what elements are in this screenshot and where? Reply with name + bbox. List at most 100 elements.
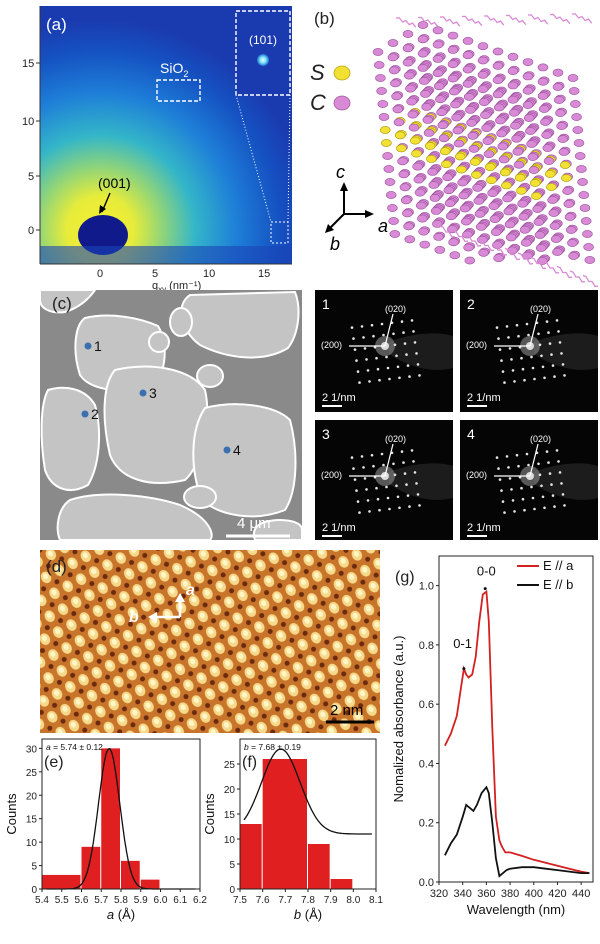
diffraction-spot: [507, 336, 510, 339]
carbon-atom: [483, 150, 495, 158]
diffraction-spot: [376, 497, 380, 501]
diffraction-spot: [385, 485, 388, 489]
carbon-atom: [449, 251, 461, 260]
crystal-domain-2: [40, 386, 101, 491]
carbon-atom: [417, 21, 429, 29]
carbon-atom: [489, 215, 501, 223]
diffraction-spot: [498, 478, 502, 481]
carbon-atom: [565, 226, 577, 234]
carbon-atom: [403, 71, 415, 80]
diffraction-spot: [531, 366, 535, 370]
diffraction-spot: [350, 326, 354, 329]
diffraction-spot: [520, 486, 523, 490]
carbon-atom: [430, 206, 442, 215]
xaxis-label: a (Å): [107, 907, 135, 922]
tem-point-4: [223, 446, 231, 454]
sulfur-atom: [381, 139, 392, 147]
carbon-atom: [443, 186, 455, 195]
diffraction-spot: [537, 462, 540, 466]
sulfur-atom: [499, 168, 511, 177]
carbon-atom: [580, 217, 592, 225]
xtick-label: 7.8: [301, 895, 315, 906]
carbon-atom: [372, 48, 384, 56]
diffraction-spot: [515, 323, 519, 327]
diffraction-spot: [541, 495, 545, 499]
diffraction-spot: [360, 325, 364, 328]
sulfur-atom: [484, 163, 496, 171]
diffraction-spot: [393, 343, 397, 347]
diffraction-spot: [498, 348, 502, 351]
carbon-atom: [553, 96, 565, 104]
diffraction-spot: [375, 486, 378, 490]
carbon-atom: [513, 160, 525, 169]
diffraction-spot: [551, 364, 555, 367]
diffraction-spot: [548, 342, 552, 345]
carbon-atom: [562, 187, 573, 195]
saed-number: 2: [467, 296, 475, 312]
diffraction-spot: [513, 510, 516, 513]
legend-entry-1: E // b: [543, 577, 573, 592]
carbon-atom: [403, 222, 414, 231]
panel-label: (f): [242, 754, 257, 771]
sulfur-atom: [559, 161, 571, 169]
side-chain: [439, 225, 456, 238]
sulfur-atom: [441, 160, 452, 169]
diffraction-spot: [533, 377, 536, 381]
carbon-atom: [540, 118, 551, 126]
axis-c: c: [336, 162, 345, 182]
tem-point-label-2: 2: [91, 406, 99, 422]
carbon-atom: [417, 49, 429, 58]
xtick-label: 400: [525, 888, 543, 900]
carbon-atom: [448, 87, 460, 96]
carbon-atom: [492, 90, 504, 99]
a-yaxis: 15 10 5 0: [22, 6, 41, 264]
carbon-atom: [574, 152, 586, 160]
diffraction-spot: [395, 484, 398, 488]
carbon-atom: [432, 26, 444, 35]
diffraction-spot: [353, 348, 357, 351]
sulfur-atom: [411, 149, 422, 158]
carbon-atom: [391, 92, 402, 101]
axis-b: b: [330, 234, 340, 254]
xtick-label: 5.4: [35, 895, 49, 906]
side-chain: [569, 270, 586, 283]
saed-scalebar-label: 2 1/nm: [467, 392, 501, 404]
carbon-atom: [520, 238, 532, 247]
carbon-atom: [418, 77, 430, 85]
carbon-atom: [507, 95, 519, 104]
tem-point-1: [84, 342, 92, 350]
saed-label-200: (200): [321, 340, 342, 350]
xtick-label: 420: [548, 888, 566, 900]
carbon-atom: [451, 113, 462, 122]
diffraction-spot: [505, 455, 509, 458]
carbon-atom: [382, 152, 393, 160]
carbon-atom: [429, 193, 441, 202]
diffraction-spot: [500, 489, 503, 492]
peak-101-spot: [257, 54, 269, 66]
xtick-label: 6.2: [193, 895, 207, 906]
diffraction-spot: [543, 376, 546, 380]
saed-label-020: (020): [385, 304, 406, 314]
diffraction-spot: [385, 355, 388, 359]
diffraction-spot: [547, 331, 550, 334]
carbon-atom: [463, 243, 474, 252]
diffraction-spot: [392, 462, 395, 466]
carbon-atom: [478, 98, 490, 106]
diffraction-spot: [362, 336, 365, 339]
label-001: (001): [98, 175, 131, 191]
hist-bar-2: [308, 844, 330, 889]
carbon-atom: [373, 61, 385, 69]
legend-entry-0: E // a: [543, 558, 574, 573]
carbon-atom: [417, 35, 429, 44]
side-chain: [439, 16, 461, 27]
diffraction-spot: [413, 341, 417, 344]
saed-pattern-1: (020) (200) 1 2 1/nm: [315, 290, 453, 412]
diffraction-spot: [497, 337, 500, 340]
carbon-atom: [452, 126, 464, 135]
carbon-atom: [511, 134, 522, 143]
carbon-atom: [542, 144, 554, 152]
sulfur-atom: [471, 170, 482, 179]
carbon-atom: [537, 92, 549, 100]
diffraction-spot: [508, 347, 512, 350]
sulfur-atom: [469, 157, 481, 166]
